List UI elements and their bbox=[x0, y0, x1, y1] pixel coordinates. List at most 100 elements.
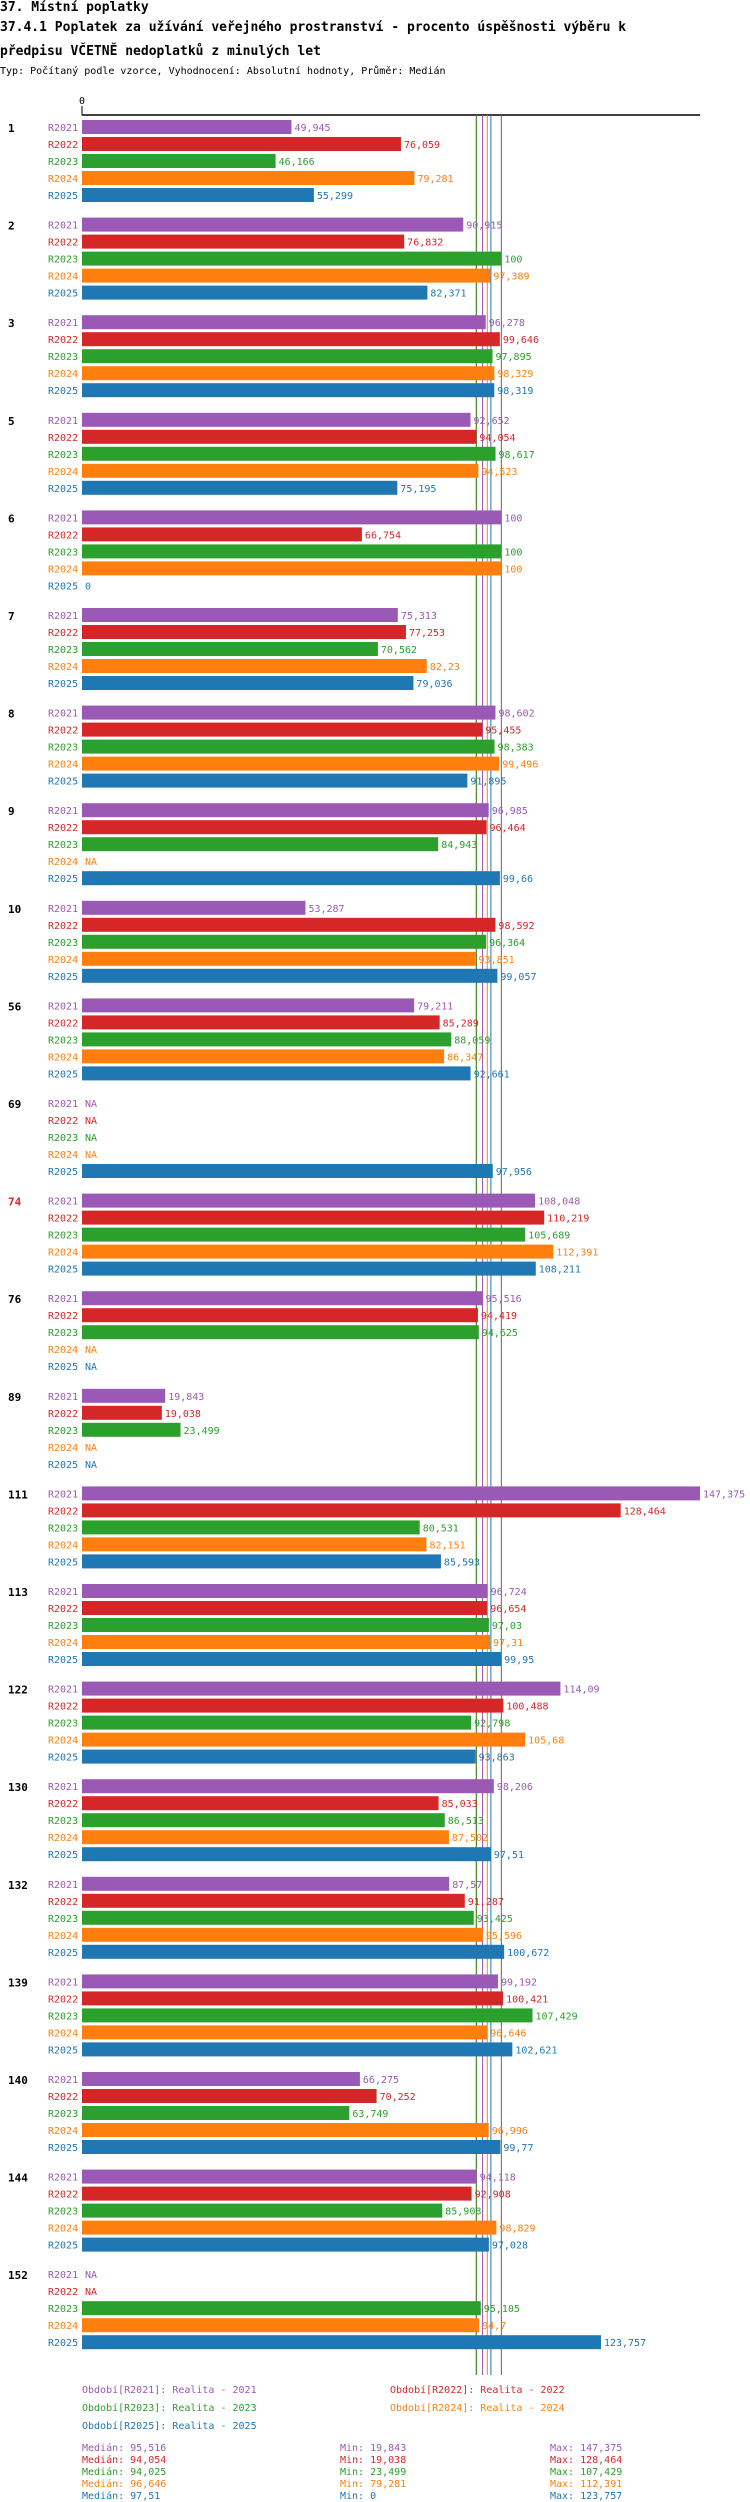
value-label-144-r2021: 94,118 bbox=[480, 2173, 516, 2184]
series-label-r2024: R2024 bbox=[48, 2126, 78, 2137]
bar-9-r2022 bbox=[82, 820, 487, 835]
bar-10-r2024 bbox=[82, 951, 476, 966]
na-label: NA bbox=[85, 1345, 97, 1356]
series-label-r2023: R2023 bbox=[48, 938, 78, 949]
bar-76-r2022 bbox=[82, 1308, 478, 1323]
series-label-r2022: R2022 bbox=[48, 1311, 78, 1322]
group-label-7: 7 bbox=[8, 610, 15, 623]
series-label-r2025: R2025 bbox=[48, 1850, 78, 1861]
series-label-r2021: R2021 bbox=[48, 904, 78, 915]
bar-132-r2022 bbox=[82, 1893, 465, 1908]
value-label-1-r2023: 46,166 bbox=[279, 157, 315, 168]
bar-144-r2024 bbox=[82, 2220, 497, 2235]
na-label: NA bbox=[85, 1443, 97, 1454]
chart-subtitle: Typ: Počítaný podle vzorce, Vyhodnocení:… bbox=[0, 66, 446, 77]
bar-69-r2025 bbox=[82, 1164, 493, 1178]
value-label-8-r2022: 95,455 bbox=[485, 726, 521, 737]
group-label-74: 74 bbox=[8, 1196, 22, 1209]
group-label-132: 132 bbox=[8, 1879, 28, 1892]
bar-140-r2024 bbox=[82, 2123, 489, 2137]
bar-76-r2023 bbox=[82, 1325, 479, 1340]
series-label-r2021: R2021 bbox=[48, 709, 78, 720]
value-label-7-r2023: 70,562 bbox=[381, 645, 417, 656]
value-label-6-r2023: 100 bbox=[504, 547, 522, 558]
bar-10-r2021 bbox=[82, 900, 306, 915]
value-label-132-r2024: 95,596 bbox=[486, 1931, 522, 1942]
series-label-r2021: R2021 bbox=[48, 1977, 78, 1988]
bar-89-r2023 bbox=[82, 1422, 181, 1437]
value-label-89-r2023: 23,499 bbox=[184, 1426, 220, 1437]
value-label-74-r2022: 110,219 bbox=[547, 1214, 589, 1225]
value-label-140-r2024: 96,996 bbox=[492, 2126, 528, 2137]
value-label-56-r2022: 85,289 bbox=[443, 1018, 479, 1029]
bar-140-r2022 bbox=[82, 2089, 377, 2103]
series-label-r2023: R2023 bbox=[48, 1621, 78, 1632]
series-label-r2022: R2022 bbox=[48, 530, 78, 541]
bar-144-r2025 bbox=[82, 2237, 489, 2252]
bar-7-r2023 bbox=[82, 642, 378, 656]
bar-2-r2022 bbox=[82, 234, 405, 249]
series-label-r2025: R2025 bbox=[48, 1557, 78, 1568]
value-label-111-r2025: 85,593 bbox=[444, 1557, 480, 1568]
series-label-r2025: R2025 bbox=[48, 972, 78, 983]
bar-76-r2021 bbox=[82, 1291, 483, 1306]
bar-144-r2022 bbox=[82, 2186, 472, 2201]
bar-56-r2021 bbox=[82, 998, 415, 1013]
bar-111-r2024 bbox=[82, 1537, 427, 1552]
value-label-10-r2024: 93,851 bbox=[479, 955, 515, 966]
series-label-r2021: R2021 bbox=[48, 1587, 78, 1598]
series-label-r2025: R2025 bbox=[48, 2143, 78, 2154]
group-label-6: 6 bbox=[8, 512, 15, 525]
value-label-9-r2025: 99,66 bbox=[503, 874, 533, 885]
value-label-113-r2024: 97,31 bbox=[493, 1638, 523, 1649]
bar-1-r2025 bbox=[82, 188, 314, 202]
value-label-130-r2021: 98,206 bbox=[497, 1782, 533, 1793]
bar-74-r2021 bbox=[82, 1193, 536, 1208]
series-label-r2024: R2024 bbox=[48, 272, 78, 283]
bar-130-r2021 bbox=[82, 1779, 494, 1794]
series-label-r2023: R2023 bbox=[48, 1133, 78, 1144]
value-label-144-r2025: 97,028 bbox=[492, 2241, 528, 2252]
bar-144-r2021 bbox=[82, 2169, 477, 2184]
bar-140-r2021 bbox=[82, 2072, 360, 2086]
value-label-76-r2021: 95,516 bbox=[486, 1294, 522, 1305]
value-label-113-r2022: 96,654 bbox=[490, 1604, 526, 1615]
series-label-r2023: R2023 bbox=[48, 352, 78, 363]
bar-74-r2022 bbox=[82, 1210, 545, 1225]
series-label-r2022: R2022 bbox=[48, 921, 78, 932]
series-label-r2024: R2024 bbox=[48, 1248, 78, 1259]
value-label-10-r2023: 96,364 bbox=[489, 938, 525, 949]
value-label-56-r2025: 92,661 bbox=[474, 1069, 510, 1080]
bar-8-r2022 bbox=[82, 722, 483, 737]
stat-median-r2021: Medián: 95,516 bbox=[82, 2443, 167, 2454]
series-label-r2023: R2023 bbox=[48, 1719, 78, 1730]
series-label-r2023: R2023 bbox=[48, 2109, 78, 2120]
bar-132-r2025 bbox=[82, 1944, 505, 1959]
value-label-152-r2025: 123,757 bbox=[604, 2338, 646, 2349]
series-label-r2021: R2021 bbox=[48, 1392, 78, 1403]
value-label-152-r2023: 95,105 bbox=[484, 2304, 520, 2315]
series-label-r2025: R2025 bbox=[48, 874, 78, 885]
value-label-6-r2024: 100 bbox=[504, 564, 522, 575]
stat-median-r2024: Medián: 96,646 bbox=[82, 2479, 167, 2490]
bar-6-r2023 bbox=[82, 544, 502, 559]
value-label-8-r2025: 91,895 bbox=[470, 777, 506, 788]
value-label-74-r2024: 112,391 bbox=[556, 1248, 598, 1259]
series-label-r2023: R2023 bbox=[48, 1426, 78, 1437]
bar-9-r2021 bbox=[82, 803, 489, 818]
value-label-113-r2023: 97,03 bbox=[492, 1621, 522, 1632]
value-label-140-r2021: 66,275 bbox=[363, 2075, 399, 2086]
bar-140-r2023 bbox=[82, 2106, 350, 2120]
bar-122-r2021 bbox=[82, 1681, 561, 1696]
group-label-140: 140 bbox=[8, 2074, 28, 2087]
series-label-r2024: R2024 bbox=[48, 564, 78, 575]
bar-113-r2022 bbox=[82, 1601, 488, 1615]
series-label-r2023: R2023 bbox=[48, 255, 78, 266]
series-label-r2025: R2025 bbox=[48, 191, 78, 202]
series-label-r2023: R2023 bbox=[48, 1328, 78, 1339]
series-label-r2021: R2021 bbox=[48, 318, 78, 329]
value-label-9-r2021: 96,985 bbox=[492, 806, 528, 817]
bar-89-r2022 bbox=[82, 1405, 162, 1420]
value-label-10-r2025: 99,057 bbox=[500, 972, 536, 983]
series-label-r2024: R2024 bbox=[48, 2224, 78, 2235]
